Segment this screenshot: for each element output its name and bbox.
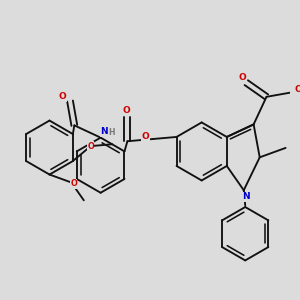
Text: O: O	[239, 73, 247, 82]
Text: O: O	[59, 92, 67, 101]
Text: O: O	[123, 106, 131, 115]
Text: O: O	[70, 179, 77, 188]
Text: H: H	[108, 128, 115, 137]
Text: O: O	[87, 142, 94, 151]
Text: O: O	[141, 132, 149, 141]
Text: O: O	[295, 85, 300, 94]
Text: N: N	[242, 192, 250, 201]
Text: N: N	[100, 127, 108, 136]
